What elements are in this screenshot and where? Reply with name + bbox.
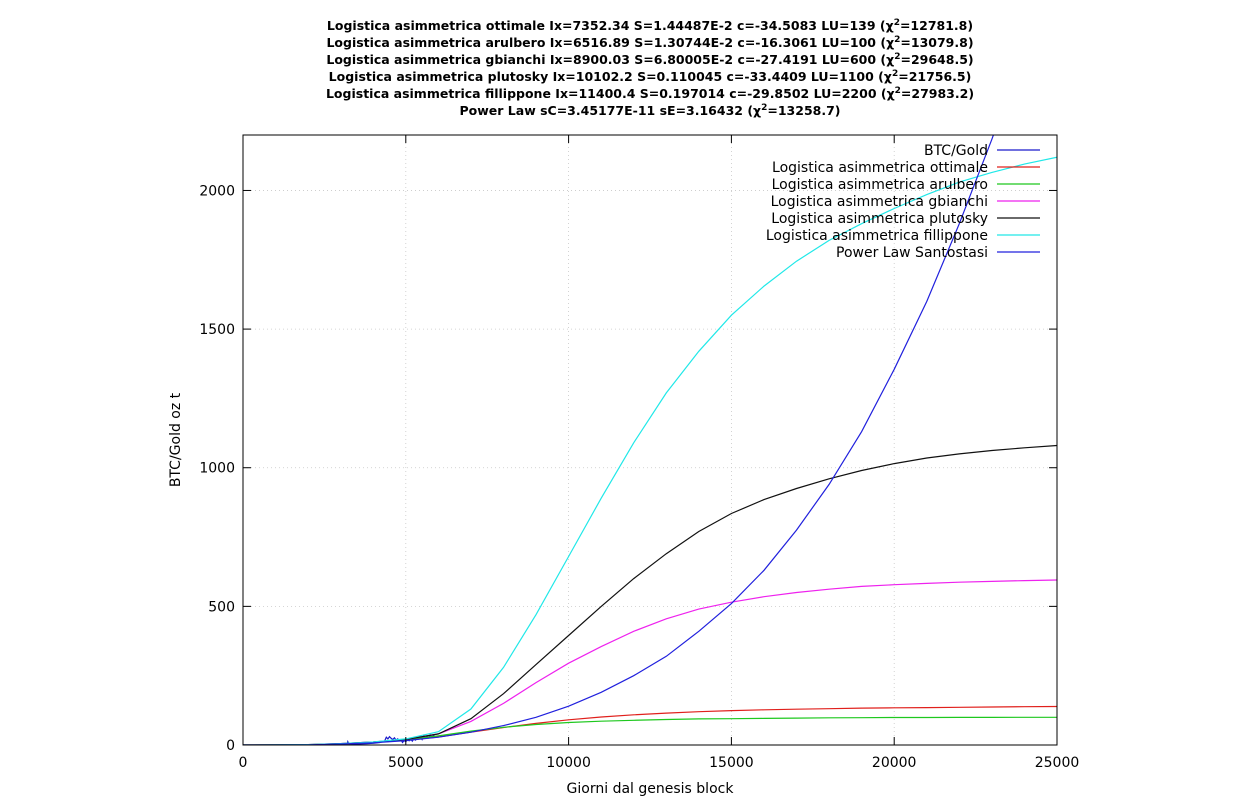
series-line-logistica-asimmetrica-fillippone — [243, 156, 1057, 745]
legend-label-logistica-asimmetrica-ottimale: Logistica asimmetrica ottimale — [772, 160, 988, 176]
y-tick-label: 1500 — [199, 322, 235, 338]
series-line-logistica-asimmetrica-plutosky — [243, 444, 1057, 745]
legend-label-logistica-asimmetrica-fillippone: Logistica asimmetrica fillippone — [766, 228, 988, 244]
legend-label-logistica-asimmetrica-arulbero: Logistica asimmetrica arulbero — [772, 177, 988, 193]
y-tick-label: 1000 — [199, 461, 235, 477]
legend-label-logistica-asimmetrica-gbianchi: Logistica asimmetrica gbianchi — [771, 194, 988, 210]
x-tick-label: 5000 — [388, 755, 424, 771]
x-tick-label: 10000 — [546, 755, 591, 771]
plot-frame — [242, 134, 1058, 746]
title-line: Logistica asimmetrica plutosky Ix=10102.… — [329, 69, 972, 84]
title-line: Logistica asimmetrica ottimale Ix=7352.3… — [327, 18, 973, 33]
x-tick-label: 0 — [239, 755, 248, 771]
y-tick-label: 0 — [226, 738, 235, 754]
chart-title: Logistica asimmetrica ottimale Ix=7352.3… — [326, 18, 974, 118]
x-tick-label: 20000 — [872, 755, 917, 771]
y-tick-label: 500 — [208, 599, 235, 615]
grid — [243, 135, 1057, 745]
series-lines — [243, 135, 1057, 745]
title-line: Logistica asimmetrica fillippone Ix=1140… — [326, 86, 974, 101]
legend-label-btc-gold: BTC/Gold — [924, 143, 988, 159]
legend-label-power-law-santostasi: Power Law Santostasi — [836, 245, 988, 261]
axis-ticks: 0 5000 10000 15000 20000 25000 0 500 1000 1500 200… — [199, 135, 1079, 771]
title-line: Power Law sC=3.45177E-11 sE=3.16432 (χ2=… — [460, 103, 841, 118]
series-line-power-law-santostasi — [243, 135, 995, 745]
title-line: Logistica asimmetrica gbianchi Ix=8900.0… — [326, 52, 973, 67]
x-axis-label: Giorni dal genesis block — [567, 781, 735, 797]
y-tick-label: 2000 — [199, 183, 235, 199]
x-tick-label: 25000 — [1035, 755, 1080, 771]
legend-label-logistica-asimmetrica-plutosky: Logistica asimmetrica plutosky — [771, 211, 988, 227]
series-line-logistica-asimmetrica-ottimale — [243, 705, 1057, 745]
title-line: Logistica asimmetrica arulbero Ix=6516.8… — [326, 35, 973, 50]
series-line-logistica-asimmetrica-arulbero — [243, 716, 1057, 745]
x-tick-label: 15000 — [709, 755, 754, 771]
y-axis-label: BTC/Gold oz t — [168, 392, 184, 487]
